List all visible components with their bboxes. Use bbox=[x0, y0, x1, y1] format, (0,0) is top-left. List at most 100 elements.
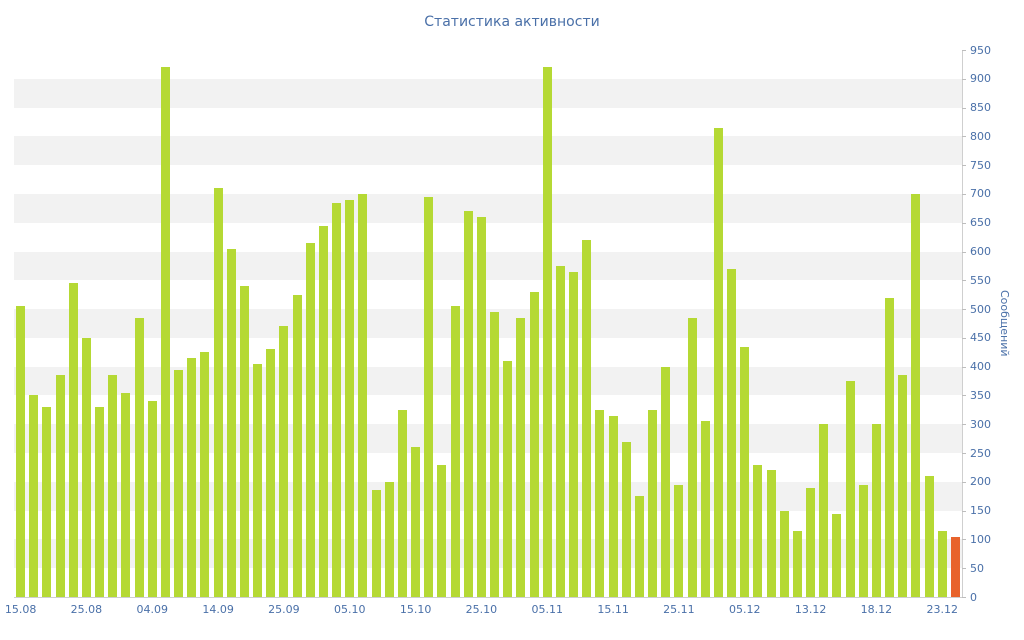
background-band bbox=[14, 78, 962, 108]
bar[interactable] bbox=[555, 265, 565, 597]
bar[interactable] bbox=[727, 268, 737, 597]
background-band bbox=[14, 539, 962, 569]
bar[interactable] bbox=[68, 283, 78, 597]
bar[interactable] bbox=[279, 326, 289, 597]
background-band bbox=[14, 107, 962, 137]
bar[interactable] bbox=[266, 349, 276, 597]
bar[interactable] bbox=[832, 513, 842, 597]
bar[interactable] bbox=[779, 510, 789, 597]
bar[interactable] bbox=[806, 487, 816, 597]
bar[interactable] bbox=[740, 346, 750, 597]
bar[interactable] bbox=[661, 366, 671, 597]
bar[interactable] bbox=[81, 337, 91, 597]
y-axis-title: Сообщений bbox=[998, 290, 1011, 357]
y-axis-label: 300 bbox=[970, 417, 991, 431]
y-axis-label: 500 bbox=[970, 302, 991, 316]
y-axis-label: 0 bbox=[970, 590, 977, 604]
bar[interactable] bbox=[648, 409, 658, 597]
bar[interactable] bbox=[700, 421, 710, 597]
y-axis-label: 600 bbox=[970, 245, 991, 259]
bar[interactable] bbox=[305, 242, 315, 597]
bar[interactable] bbox=[582, 240, 592, 597]
bar[interactable] bbox=[332, 202, 342, 597]
y-axis-label: 750 bbox=[970, 158, 991, 172]
bar[interactable] bbox=[174, 369, 184, 597]
bar[interactable] bbox=[687, 317, 697, 597]
bar[interactable] bbox=[187, 358, 197, 597]
bar[interactable] bbox=[792, 530, 802, 597]
bar[interactable] bbox=[292, 294, 302, 597]
bar[interactable] bbox=[358, 193, 368, 597]
bar[interactable] bbox=[503, 360, 513, 597]
bar-highlighted[interactable] bbox=[950, 536, 960, 597]
bar[interactable] bbox=[490, 311, 500, 597]
y-axis-label: 700 bbox=[970, 187, 991, 201]
y-axis-label: 400 bbox=[970, 360, 991, 374]
bar[interactable] bbox=[29, 395, 39, 597]
bar[interactable] bbox=[213, 188, 223, 597]
bar[interactable] bbox=[924, 476, 934, 597]
background-band bbox=[14, 280, 962, 310]
bar[interactable] bbox=[450, 306, 460, 597]
bar[interactable] bbox=[424, 196, 434, 597]
bar[interactable] bbox=[134, 317, 144, 597]
y-axis-label: 150 bbox=[970, 504, 991, 518]
bar[interactable] bbox=[239, 286, 249, 597]
bar[interactable] bbox=[621, 441, 631, 597]
bar[interactable] bbox=[95, 407, 105, 597]
bar[interactable] bbox=[55, 375, 65, 597]
y-axis-label: 350 bbox=[970, 388, 991, 402]
x-axis-label: 14.09 bbox=[202, 603, 234, 616]
background-band bbox=[14, 222, 962, 252]
bar[interactable] bbox=[753, 464, 763, 597]
bar[interactable] bbox=[898, 375, 908, 597]
bar[interactable] bbox=[674, 484, 684, 597]
bar[interactable] bbox=[542, 67, 552, 597]
bar[interactable] bbox=[42, 407, 52, 597]
bar[interactable] bbox=[595, 409, 605, 597]
bar[interactable] bbox=[371, 490, 381, 597]
bar[interactable] bbox=[226, 248, 236, 597]
bar[interactable] bbox=[160, 67, 170, 597]
bar[interactable] bbox=[411, 447, 421, 597]
bar[interactable] bbox=[476, 216, 486, 597]
bar[interactable] bbox=[937, 530, 947, 597]
bar[interactable] bbox=[121, 392, 131, 597]
bar[interactable] bbox=[318, 225, 328, 597]
background-band bbox=[14, 568, 962, 597]
bar[interactable] bbox=[437, 464, 447, 597]
bar[interactable] bbox=[845, 381, 855, 597]
bar[interactable] bbox=[885, 297, 895, 597]
bar[interactable] bbox=[634, 496, 644, 597]
bar[interactable] bbox=[529, 291, 539, 597]
x-axis-label: 13.12 bbox=[794, 603, 827, 616]
background-band bbox=[14, 251, 962, 281]
bar[interactable] bbox=[608, 415, 618, 597]
bar[interactable] bbox=[147, 401, 157, 597]
bar[interactable] bbox=[911, 193, 921, 597]
x-axis-label: 15.08 bbox=[4, 603, 37, 616]
bar[interactable] bbox=[713, 127, 723, 597]
bar[interactable] bbox=[200, 352, 210, 597]
x-axis-label: 15.11 bbox=[597, 603, 629, 616]
background-band bbox=[14, 50, 962, 79]
bar[interactable] bbox=[819, 424, 829, 597]
bar[interactable] bbox=[16, 306, 26, 597]
bar[interactable] bbox=[516, 317, 526, 597]
background-band bbox=[14, 366, 962, 396]
bar[interactable] bbox=[569, 271, 579, 597]
bar[interactable] bbox=[871, 424, 881, 597]
x-axis-label: 23.12 bbox=[926, 603, 959, 616]
bar[interactable] bbox=[384, 481, 394, 597]
bar[interactable] bbox=[858, 484, 868, 597]
bar[interactable] bbox=[108, 375, 118, 597]
background-band bbox=[14, 165, 962, 194]
bar[interactable] bbox=[345, 199, 355, 597]
bar[interactable] bbox=[253, 363, 263, 597]
bar[interactable] bbox=[397, 409, 407, 597]
x-axis-label: 25.11 bbox=[663, 603, 695, 616]
bar[interactable] bbox=[463, 211, 473, 597]
x-axis-label: 15.10 bbox=[399, 603, 432, 616]
x-axis-label: 25.10 bbox=[465, 603, 498, 616]
bar[interactable] bbox=[766, 470, 776, 597]
